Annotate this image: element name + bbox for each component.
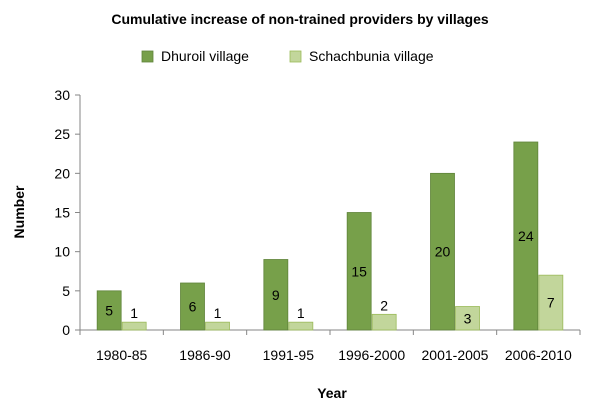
legend-label-dhuroil: Dhuroil village <box>161 48 249 64</box>
data-label: 15 <box>351 263 367 279</box>
y-tick-label: 0 <box>62 322 70 338</box>
chart-title: Cumulative increase of non-trained provi… <box>111 11 489 27</box>
x-tick-label: 1980-85 <box>96 347 148 363</box>
data-label: 7 <box>547 295 555 311</box>
data-label: 20 <box>435 244 451 260</box>
y-tick-label: 15 <box>54 205 70 221</box>
bar-dhuroil <box>263 259 289 331</box>
bar-schachbunia <box>205 321 230 331</box>
bar-schachbunia <box>371 313 397 331</box>
data-label: 6 <box>189 299 197 315</box>
data-label: 1 <box>130 305 138 321</box>
legend-swatch-schachbunia <box>289 50 302 63</box>
legend: Dhuroil village Schachbunia village <box>141 48 434 64</box>
bar-dhuroil <box>513 141 539 331</box>
data-label: 5 <box>105 302 113 318</box>
x-tick-label: 2006-2010 <box>505 347 572 363</box>
data-label: 3 <box>464 310 472 326</box>
y-tick-label: 25 <box>54 126 70 142</box>
plot-area: 0 5 10 15 20 25 30 5 1 1980-85 6 1 1986-90 9 1 1991-95 1… <box>54 87 581 363</box>
bar-dhuroil <box>180 282 205 331</box>
y-tick-label: 10 <box>54 244 70 260</box>
x-axis-label: Year <box>317 385 347 401</box>
y-tick-label: 20 <box>54 165 70 181</box>
data-label: 24 <box>518 228 534 244</box>
x-tick-label: 1996-2000 <box>338 347 405 363</box>
x-tick-label: 2001-2005 <box>422 347 489 363</box>
bar-dhuroil <box>346 212 372 331</box>
data-label: 1 <box>297 305 305 321</box>
bar-schachbunia <box>538 274 564 331</box>
y-tick-label: 5 <box>62 283 70 299</box>
x-tick-label: 1986-90 <box>179 347 231 363</box>
y-tick-label: 30 <box>54 87 70 103</box>
y-axis-label: Number <box>11 185 27 238</box>
bar-dhuroil <box>96 290 122 331</box>
data-label: 2 <box>380 297 388 313</box>
data-label: 1 <box>214 305 222 321</box>
x-tick-label: 1991-95 <box>263 347 315 363</box>
bar-schachbunia <box>121 321 147 331</box>
data-label: 9 <box>272 287 280 303</box>
legend-label-schachbunia: Schachbunia village <box>309 48 434 64</box>
bar-dhuroil <box>430 172 455 331</box>
legend-swatch-dhuroil <box>141 50 154 63</box>
bar-schachbunia <box>288 321 314 331</box>
bar-schachbunia <box>455 306 480 331</box>
